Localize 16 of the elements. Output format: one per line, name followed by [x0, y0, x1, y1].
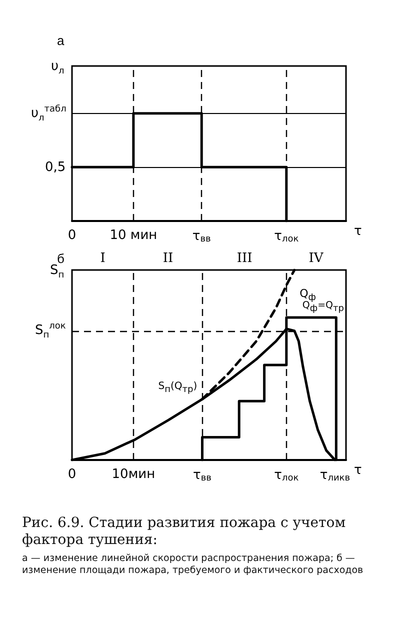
x-tick-label: 10мин [112, 467, 156, 482]
text: IV [308, 250, 324, 266]
chart-title: а [57, 33, 65, 48]
text: II [162, 250, 174, 266]
x-tick-label: 10 мин [110, 228, 158, 243]
y-axis-title: υ$_{л}$ [51, 58, 64, 76]
ref-line-label: 0,5 [45, 160, 66, 175]
text: а — изменение линейной скорости распространения пожара; б — изменение площади пожара, требуемого и фактического расходов [22, 553, 364, 577]
text: I [100, 250, 106, 266]
x-axis-title: τ [354, 462, 362, 478]
annotation: S$_{п}$(Q$_{тр}$) [158, 380, 198, 396]
x-tick-label: 0 [68, 228, 76, 243]
x-tick-label: 0 [68, 467, 76, 482]
x-axis-title: τ [354, 224, 362, 238]
text: III [236, 250, 252, 266]
text: Рис. 6.9. Стадии развития пожара с учетом фактора тушения: [22, 515, 347, 549]
